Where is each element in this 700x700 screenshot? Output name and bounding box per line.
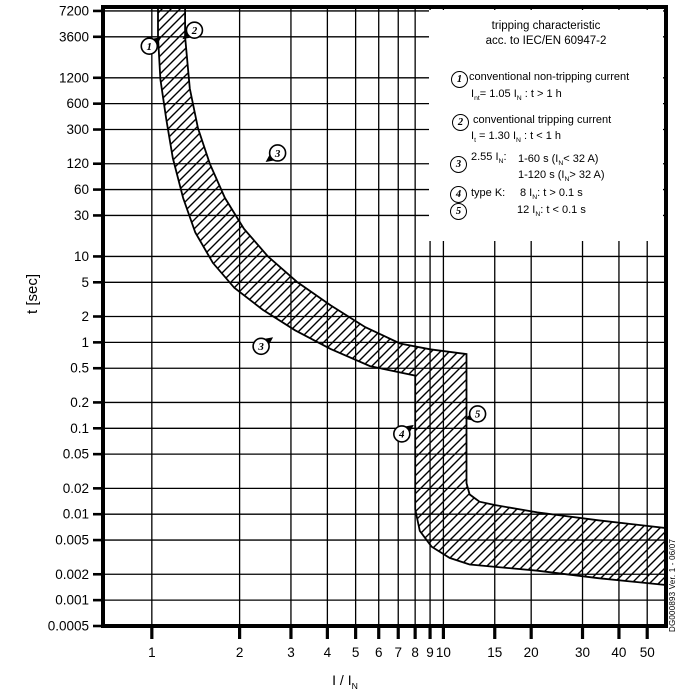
y-tick-label: 0.002 bbox=[55, 567, 89, 582]
x-tick-label: 15 bbox=[487, 645, 502, 660]
legend-item-4-label: type K: bbox=[471, 187, 506, 199]
legend-title-line2: acc. to IEC/EN 60947-2 bbox=[485, 35, 607, 47]
x-tick-label: 4 bbox=[324, 645, 332, 660]
marker-circle bbox=[252, 337, 270, 356]
legend-key-1-icon: 1 bbox=[451, 71, 468, 88]
x-tick-label: 3 bbox=[287, 645, 295, 660]
y-tick-label: 5 bbox=[81, 275, 89, 290]
curve-marker-5: 5 bbox=[464, 405, 487, 423]
x-tick-label: 8 bbox=[411, 645, 419, 660]
marker-number: 3 bbox=[257, 341, 264, 353]
curve-marker-1: 1 bbox=[140, 37, 162, 55]
y-tick-label: 0.0005 bbox=[48, 619, 89, 634]
y-tick-label: 0.02 bbox=[63, 481, 89, 496]
marker-number: 4 bbox=[398, 429, 405, 441]
legend-item-3-line2: 1-120 s (IN> 32 A) bbox=[518, 169, 605, 184]
marker-circle bbox=[185, 21, 204, 39]
marker-circle bbox=[393, 425, 411, 443]
y-tick-label: 0.01 bbox=[63, 507, 89, 522]
tick-marks: 1 2 3 4 5 6 7 8 9 10 15 20 30 40 507200360012006003001… bbox=[48, 3, 655, 660]
y-tick-label: 0.2 bbox=[70, 395, 89, 410]
y-tick-label: 0.001 bbox=[55, 593, 89, 608]
y-tick-label: 10 bbox=[74, 249, 89, 264]
x-tick-label: 9 bbox=[426, 645, 434, 660]
y-tick-label: 3600 bbox=[59, 29, 89, 44]
y-tick-label: 1 bbox=[81, 335, 89, 350]
document-reference: DG000893 Ver. 1 - 06/07 bbox=[668, 538, 677, 632]
curve-marker-3: 3 bbox=[252, 337, 274, 356]
y-tick-label: 1200 bbox=[59, 70, 89, 85]
y-tick-label: 300 bbox=[66, 122, 89, 137]
marker-number: 3 bbox=[274, 148, 281, 160]
marker-circle bbox=[468, 405, 487, 423]
y-tick-label: 120 bbox=[66, 156, 89, 171]
y-tick-label: 60 bbox=[74, 182, 89, 197]
x-tick-label: 1 bbox=[148, 645, 156, 660]
y-tick-label: 30 bbox=[74, 208, 89, 223]
curve-marker-3: 3 bbox=[265, 144, 287, 162]
x-tick-label: 20 bbox=[524, 645, 539, 660]
legend-key-4-icon: 4 bbox=[450, 186, 467, 203]
y-tick-label: 600 bbox=[66, 96, 89, 111]
legend-title-line1: tripping characteristic bbox=[491, 20, 601, 32]
x-tick-label: 2 bbox=[236, 645, 244, 660]
y-tick-label: 2 bbox=[81, 309, 89, 324]
x-tick-label: 40 bbox=[611, 645, 626, 660]
y-tick-label: 7200 bbox=[59, 3, 89, 18]
x-tick-label: 7 bbox=[394, 645, 402, 660]
legend-item-3-label: 2.55 IN: bbox=[471, 151, 507, 166]
legend-key-3-icon: 3 bbox=[450, 156, 467, 173]
legend-item-4-line1: 8 IN: t > 0.1 s bbox=[520, 187, 583, 202]
curve-marker-2: 2 bbox=[182, 21, 204, 40]
curve-marker-4: 4 bbox=[393, 424, 414, 443]
x-axis-title: I / IN bbox=[332, 672, 358, 691]
legend-item-3-line1: 1-60 s (IN< 32 A) bbox=[518, 153, 599, 168]
legend-key-5-icon: 5 bbox=[450, 203, 467, 220]
legend-item-1-text: conventional non-tripping current bbox=[469, 71, 630, 83]
y-axis-title: t [sec] bbox=[24, 274, 41, 315]
y-tick-label: 0.05 bbox=[63, 447, 89, 462]
x-tick-label: 5 bbox=[352, 645, 360, 660]
legend-key-2-icon: 2 bbox=[452, 114, 469, 131]
legend-item-5-line1: 12 IN: t < 0.1 s bbox=[517, 204, 586, 219]
x-tick-label: 50 bbox=[640, 645, 655, 660]
marker-number: 1 bbox=[147, 41, 153, 53]
y-tick-label: 0.005 bbox=[55, 533, 89, 548]
y-tick-label: 0.1 bbox=[70, 421, 89, 436]
x-tick-label: 10 bbox=[436, 645, 451, 660]
marker-circle bbox=[140, 37, 159, 55]
marker-circle bbox=[268, 144, 287, 162]
marker-number: 5 bbox=[475, 409, 481, 421]
x-tick-label: 6 bbox=[375, 645, 383, 660]
legend-item-1-formula: Int= 1.05 IN : t > 1 h bbox=[471, 88, 562, 103]
marker-number: 2 bbox=[191, 25, 198, 37]
legend-box: tripping characteristic acc. to IEC/EN 6… bbox=[429, 10, 663, 241]
x-tick-label: 30 bbox=[575, 645, 590, 660]
legend-item-2-formula: It = 1.30 IN : t < 1 h bbox=[471, 130, 562, 145]
legend-item-2-text: conventional tripping current bbox=[473, 114, 612, 126]
y-tick-label: 0.5 bbox=[70, 361, 89, 376]
